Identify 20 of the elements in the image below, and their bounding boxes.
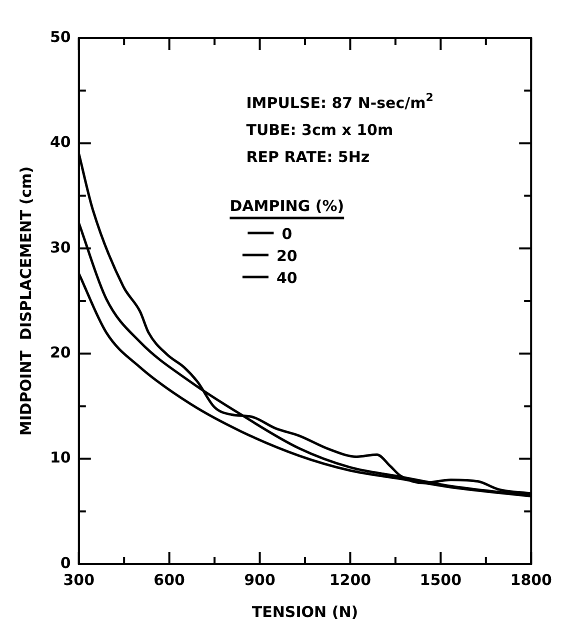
y-tick-label: 50 [50, 28, 71, 46]
annotation: REP RATE: 5Hz [246, 148, 370, 166]
y-tick-label: 20 [50, 343, 71, 362]
annotation: TUBE: 3cm x 10m [246, 121, 394, 139]
y-tick-label: 10 [50, 448, 71, 467]
y-tick-label: 30 [50, 238, 71, 256]
legend-label: 40 [276, 269, 298, 287]
y-tick-label: 40 [50, 133, 71, 152]
y-axis-title: MIDPOINT DISPLACEMENT (cm) [16, 166, 35, 436]
x-tick-label: 1500 [420, 570, 462, 589]
x-tick-label: 600 [154, 570, 185, 589]
x-tick-label: 900 [244, 570, 276, 589]
y-tick-label: 0 [60, 554, 71, 572]
legend-label: 20 [276, 247, 298, 265]
x-tick-label: 300 [63, 570, 95, 589]
x-tick-label: 1200 [329, 570, 372, 589]
legend-label: 0 [282, 225, 292, 243]
x-tick-label: 1800 [510, 570, 552, 589]
legend-title: DAMPING (%) [230, 197, 344, 215]
x-axis-title: TENSION (N) [252, 602, 358, 621]
